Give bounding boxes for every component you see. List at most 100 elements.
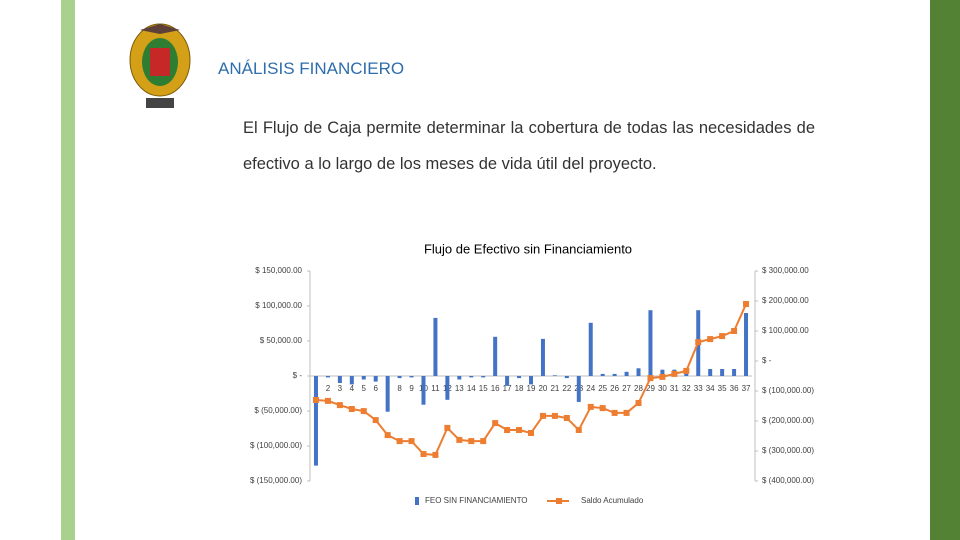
x-tick-label: 20: [538, 384, 547, 393]
marker: [432, 451, 439, 458]
bar: [529, 376, 533, 385]
marker: [384, 432, 391, 439]
bar: [445, 376, 450, 400]
marker: [743, 301, 750, 307]
marker: [396, 438, 403, 445]
marker: [504, 427, 511, 433]
y-tick-label: $ 150,000.00: [255, 266, 302, 275]
bar: [349, 376, 354, 385]
y-tick-label: $ -: [293, 371, 303, 380]
bar: [517, 376, 522, 379]
y2-tick-label: $ (200,000.00): [762, 416, 814, 425]
bar: [421, 376, 426, 405]
marker: [420, 451, 427, 457]
bar: [313, 376, 318, 466]
marker: [635, 400, 642, 406]
x-tick-label: 15: [479, 384, 488, 393]
x-tick-label: 25: [598, 384, 607, 393]
marker: [659, 373, 666, 380]
marker: [623, 409, 630, 416]
x-tick-label: 8: [397, 384, 402, 393]
x-tick-label: 19: [527, 384, 536, 393]
marker: [563, 415, 570, 421]
bar: [552, 375, 557, 376]
marker: [348, 406, 355, 412]
marker: [468, 438, 475, 445]
y2-tick-label: $ 100,000.00: [762, 326, 809, 335]
marker: [408, 438, 415, 445]
x-tick-label: 28: [634, 384, 643, 393]
marker: [575, 427, 582, 433]
x-tick-label: 26: [610, 384, 619, 393]
x-tick-label: 13: [455, 384, 464, 393]
marker: [647, 375, 654, 382]
marker: [719, 333, 726, 340]
x-tick-label: 18: [515, 384, 524, 393]
bar: [481, 376, 486, 378]
x-tick-label: 4: [350, 384, 355, 393]
x-tick-label: 5: [362, 384, 367, 393]
x-tick-label: 21: [550, 384, 559, 393]
marker: [707, 336, 714, 343]
legend-label: Saldo Acumulado: [581, 496, 644, 505]
marker: [695, 339, 702, 346]
x-tick-label: 32: [682, 384, 691, 393]
marker: [324, 397, 331, 404]
x-tick-label: 31: [670, 384, 679, 393]
bar: [433, 317, 438, 376]
logo: [129, 23, 191, 108]
x-tick-label: 14: [467, 384, 476, 393]
y2-tick-label: $ (100,000.00): [762, 386, 814, 395]
bar: [720, 369, 725, 376]
marker: [444, 424, 451, 431]
bar: [612, 373, 617, 376]
marker: [480, 438, 487, 445]
x-tick-label: 6: [373, 384, 378, 393]
bar: [337, 376, 342, 383]
x-tick-label: 16: [491, 384, 500, 393]
marker: [611, 409, 618, 416]
x-tick-label: 11: [431, 384, 440, 393]
marker: [599, 405, 606, 412]
y-tick-label: $ 50,000.00: [260, 336, 303, 345]
bar: [624, 371, 629, 376]
y-tick-label: $ 100,000.00: [255, 301, 302, 310]
y2-tick-label: $ (400,000.00): [762, 476, 814, 485]
x-tick-label: 35: [718, 384, 727, 393]
x-tick-label: 29: [646, 384, 655, 393]
right-band: [930, 0, 960, 540]
x-tick-label: 33: [694, 384, 703, 393]
marker: [671, 370, 678, 377]
bar: [385, 376, 390, 412]
y-tick-label: $ (150,000.00): [250, 476, 302, 485]
x-tick-label: 9: [409, 384, 414, 393]
bar: [409, 376, 414, 378]
y2-tick-label: $ 300,000.00: [762, 266, 809, 275]
y2-tick-label: $ -: [762, 356, 772, 365]
x-tick-label: 36: [730, 384, 739, 393]
marker: [551, 412, 558, 419]
bar: [588, 322, 593, 376]
marker: [516, 427, 523, 433]
left-band: [61, 0, 75, 540]
bar: [660, 369, 665, 376]
y2-tick-label: $ 200,000.00: [762, 296, 809, 305]
bar: [505, 376, 510, 386]
marker: [492, 420, 499, 427]
bar: [373, 376, 378, 382]
bar: [325, 376, 330, 378]
x-tick-label: 17: [503, 384, 512, 393]
bar: [564, 376, 569, 379]
marker: [372, 417, 379, 424]
x-tick-label: 34: [706, 384, 715, 393]
bar: [576, 376, 581, 402]
bar: [457, 376, 462, 380]
legend-swatch: [556, 498, 562, 504]
x-tick-label: 2: [326, 384, 331, 393]
x-tick-label: 37: [742, 384, 751, 393]
marker: [312, 397, 319, 403]
bar: [361, 376, 366, 380]
bar: [493, 336, 498, 376]
